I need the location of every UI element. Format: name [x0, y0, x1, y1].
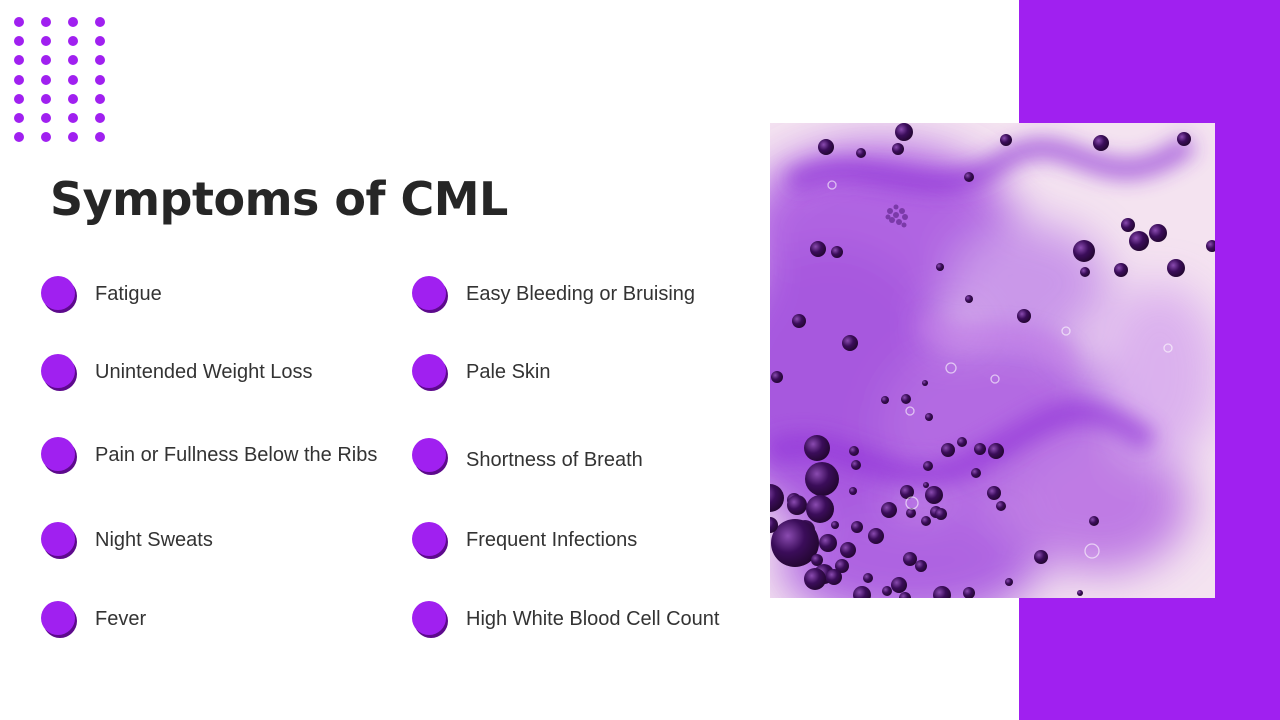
dot: [68, 112, 78, 123]
dot: [68, 17, 78, 27]
symptom-label: Fever: [95, 608, 147, 630]
dot: [14, 55, 24, 66]
dot: [41, 55, 51, 66]
dot: [68, 36, 78, 47]
dot: [95, 132, 105, 143]
bullet-circle-icon: [412, 276, 446, 310]
bullet-circle-icon: [41, 354, 75, 388]
dot: [41, 36, 51, 47]
dot: [95, 93, 105, 104]
symptom-label: Night Sweats: [95, 529, 213, 551]
symptom-label: Unintended Weight Loss: [95, 361, 313, 383]
bullet-circle-icon: [412, 522, 446, 556]
symptom-label: Shortness of Breath: [466, 449, 643, 471]
symptom-label: Frequent Infections: [466, 529, 638, 551]
dot: [95, 36, 105, 47]
dot: [14, 112, 24, 123]
dot: [14, 36, 24, 47]
symptom-label: High White Blood Cell Count: [466, 608, 720, 630]
dot: [95, 74, 105, 85]
dot: [68, 55, 78, 66]
bullet-circle-icon: [41, 276, 75, 310]
dot: [41, 132, 51, 143]
dot: [95, 55, 105, 66]
dot: [95, 112, 105, 123]
dot: [68, 74, 78, 85]
dot: [41, 74, 51, 85]
bullet-circle-icon: [41, 437, 75, 471]
dot: [41, 17, 51, 27]
bullet-circle-icon: [412, 601, 446, 635]
bullet-circle-icon: [412, 438, 446, 472]
dot: [14, 93, 24, 104]
symptom-label: Fatigue: [95, 283, 162, 305]
bullet-circle-icon: [412, 354, 446, 388]
dot: [68, 132, 78, 143]
dot: [14, 17, 24, 27]
purple-ink-bubbles-photo: [770, 123, 1215, 598]
bullet-circle-icon: [41, 522, 75, 556]
slide-title: Symptoms of CML: [50, 172, 508, 226]
bullet-circle-icon: [41, 601, 75, 635]
decorative-dot-grid: [14, 17, 105, 143]
dot: [41, 93, 51, 104]
dot: [68, 93, 78, 104]
photo-illustration: [770, 123, 1215, 598]
dot: [14, 74, 24, 85]
dot: [95, 17, 105, 27]
symptom-label: Pale Skin: [466, 361, 551, 383]
symptom-label: Easy Bleeding or Bruising: [466, 283, 696, 305]
symptom-label: Pain or Fullness Below the Ribs: [95, 444, 378, 466]
dot: [41, 112, 51, 123]
dot: [14, 132, 24, 143]
